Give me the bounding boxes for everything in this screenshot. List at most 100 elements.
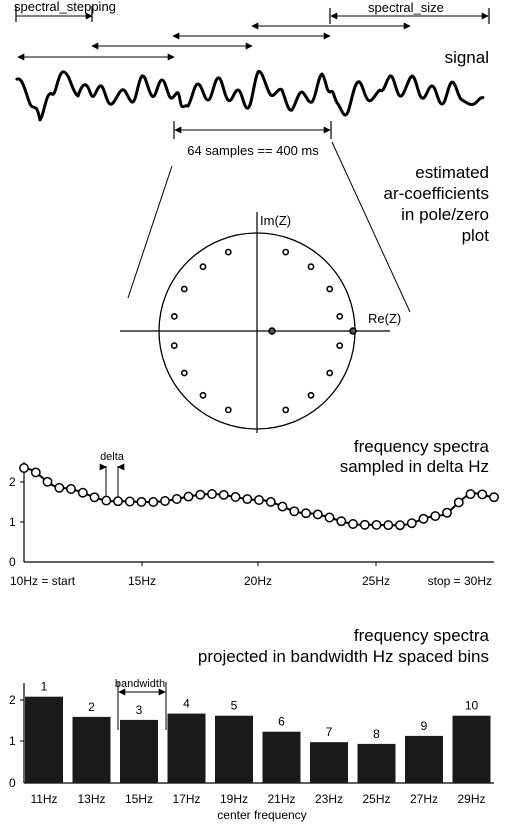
spectrum-sample-point [230, 492, 241, 502]
bar [72, 716, 111, 783]
pole-marker [224, 248, 232, 256]
spectral-size-label: spectral_size [368, 0, 444, 15]
spectrum-xlabel-start: 10Hz = start [10, 574, 76, 588]
zero-marker-edge [349, 327, 357, 335]
pole-marker [307, 391, 315, 399]
spectrum-sample-point [89, 492, 100, 503]
re-axis-label: Re(Z) [368, 311, 401, 326]
spectrum-ylabel-2: 2 [9, 475, 16, 489]
spectrum-sample-point [312, 509, 323, 520]
pz-title-line-4: plot [462, 226, 490, 245]
pole-marker [326, 369, 334, 377]
bar [167, 713, 206, 783]
bins-ylabel-2: 2 [9, 693, 16, 707]
spectrum-sample-point [489, 492, 499, 503]
spectrum-sample-point [42, 476, 53, 487]
window-size-label: 64 samples == 400 ms [187, 143, 319, 158]
bins-title-line-2: projected in bandwidth Hz spaced bins [198, 647, 489, 666]
bar-category-label: 15Hz [125, 792, 153, 806]
spectrum-sample-point [77, 487, 88, 498]
spectrum-sample-point [359, 519, 370, 530]
spectrum-sample-point [453, 497, 464, 508]
bar-number-label: 8 [373, 727, 380, 741]
signal-waveform [14, 70, 485, 122]
spectrum-sample-point [277, 501, 288, 512]
spectrum-xlabel-stop: stop = 30Hz [428, 574, 492, 588]
bins-x-title: center frequency [217, 808, 306, 822]
spectrum-xlabel-20: 20Hz [244, 574, 272, 588]
spectrum-sample-point [254, 495, 264, 505]
poles-group [170, 248, 344, 414]
spectrum-sample-point [242, 494, 253, 505]
spectrum-sample-point [54, 482, 65, 493]
bars-group: 1 11Hz 2 13Hz 3 15Hz 4 17Hz 5 19Hz 6 21Hz 7 23Hz 8 25Hz… [25, 680, 491, 806]
spectrum-sample-point [442, 507, 452, 518]
spectrum-sample-point [430, 511, 441, 522]
bar-category-label: 23Hz [315, 792, 343, 806]
signal-section: spectral_stepping spectral_size signal 6… [14, 0, 490, 313]
bar-category-label: 11Hz [30, 792, 57, 806]
spectrum-sample-point [19, 463, 29, 473]
bar-category-label: 13Hz [77, 792, 105, 806]
spectrum-xlabel-25: 25Hz [362, 574, 390, 588]
bar-category-label: 25Hz [362, 792, 390, 806]
spectral-stepping-label: spectral_stepping [14, 0, 116, 14]
spectrum-sample-point [289, 506, 300, 517]
spectrum-sample-point [207, 489, 217, 499]
pole-marker [282, 406, 290, 414]
bins-ylabel-0: 0 [9, 776, 16, 790]
bar-number-label: 1 [41, 680, 48, 694]
pz-title-line-2: ar-coefficients [383, 184, 489, 203]
spectrum-sample-point [336, 516, 347, 527]
bar-category-label: 27Hz [410, 792, 438, 806]
bar [25, 696, 63, 783]
spectrum-sample-point [148, 497, 159, 507]
spectrum-sample-point [383, 520, 394, 531]
spectrum-sample-point [395, 520, 405, 531]
bar [310, 742, 348, 783]
spectrum-title-line-1: frequency spectra [354, 437, 490, 456]
pole-marker [180, 369, 188, 377]
spectrum-sample-point [136, 496, 147, 507]
spectrum-sample-point [66, 484, 76, 494]
spectrum-sample-point [171, 494, 182, 504]
pole-marker [224, 406, 232, 414]
spectrum-sample-point [124, 496, 135, 507]
bar-number-label: 10 [465, 699, 479, 713]
bar-number-label: 6 [278, 715, 285, 729]
bins-section: frequency spectra projected in bandwidth… [9, 626, 494, 822]
pole-marker [170, 342, 178, 349]
bar-category-label: 29Hz [457, 792, 485, 806]
pole-marker [336, 342, 344, 349]
zoom-line-right [331, 141, 411, 313]
pz-title-line-3: in pole/zero [401, 205, 489, 224]
spectrum-xlabel-15: 15Hz [128, 574, 156, 588]
zero-marker-inner [268, 327, 276, 335]
spectrum-sample-point [418, 513, 429, 524]
bar [262, 731, 301, 783]
pole-zero-section: estimated ar-coefficients in pole/zero p… [120, 163, 489, 433]
pz-title-line-1: estimated [415, 163, 489, 182]
spectrum-samples-group [19, 463, 499, 531]
bar-number-label: 2 [88, 700, 95, 714]
spectrum-ylabel-0: 0 [9, 555, 16, 569]
spectrum-sample-point [301, 508, 311, 519]
spectrum-sample-point [101, 495, 112, 506]
bar [215, 715, 253, 783]
spectrum-section: frequency spectra sampled in delta Hz 2 … [9, 437, 499, 588]
bar-category-label: 19Hz [220, 792, 248, 806]
pole-marker [326, 285, 334, 293]
bar-number-label: 4 [183, 697, 190, 711]
spectrum-sample-point [477, 489, 488, 500]
delta-label: delta [100, 451, 125, 463]
spectrum-sample-point [465, 489, 476, 500]
pole-marker [170, 312, 178, 320]
bar [452, 715, 491, 783]
pole-marker [336, 312, 344, 320]
bar-number-label: 3 [136, 703, 143, 717]
im-axis-label: Im(Z) [260, 213, 291, 228]
spectrum-sample-point [348, 519, 358, 529]
pole-marker [307, 263, 315, 271]
spectrum-sample-point [113, 496, 123, 507]
